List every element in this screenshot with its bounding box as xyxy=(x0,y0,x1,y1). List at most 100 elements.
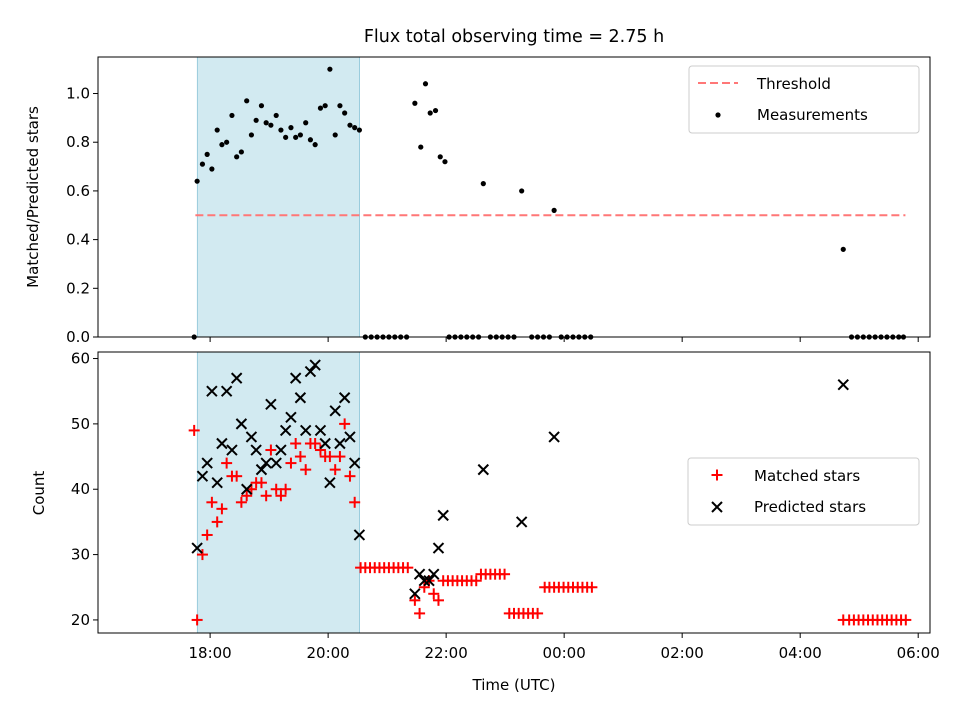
predicted-star-point xyxy=(250,444,262,456)
legend-measurements-label: Measurements xyxy=(757,106,868,124)
matched-star-point xyxy=(414,607,426,619)
matched-star-point xyxy=(206,496,218,508)
predicted-star-point xyxy=(515,516,528,528)
measurement-point xyxy=(238,149,244,155)
y-tick-label: 0.6 xyxy=(66,182,90,200)
measurement-point xyxy=(248,132,255,138)
measurement-point xyxy=(209,166,215,172)
matched-star-point xyxy=(188,424,200,436)
predicted-star-point xyxy=(329,405,341,417)
matched-star-point xyxy=(191,614,203,626)
x-tick-label: 06:00 xyxy=(897,644,940,662)
predicted-star-point xyxy=(344,431,356,443)
predicted-star-point xyxy=(418,575,431,587)
y-tick-label: 1.0 xyxy=(66,85,90,103)
x-tick-label: 18:00 xyxy=(188,644,231,662)
bottom-x-ticks: 18:00 20:00 22:00 00:00 02:00 04:00 06:00 xyxy=(188,633,940,662)
measurement-point xyxy=(442,159,448,165)
measurement-point xyxy=(253,117,259,123)
y-tick-label: 0.4 xyxy=(66,231,90,249)
predicted-star-point xyxy=(206,385,218,397)
predicted-star-point xyxy=(348,457,361,469)
predicted-star-point xyxy=(294,392,307,404)
predicted-star-point xyxy=(334,437,346,450)
matched-star-point xyxy=(349,496,361,508)
predicted-star-point xyxy=(226,444,238,456)
measurement-point xyxy=(480,181,486,187)
matched-star-point xyxy=(339,418,351,430)
matched-star-point xyxy=(409,594,421,606)
x-tick-label: 20:00 xyxy=(307,644,350,662)
matched-star-point xyxy=(201,529,213,541)
measurement-point xyxy=(432,107,439,114)
measurement-point xyxy=(303,120,309,126)
matched-star-point xyxy=(211,516,223,528)
predicted-star-point xyxy=(270,457,282,469)
measurement-point xyxy=(322,103,328,109)
legend-measurements-swatch xyxy=(715,112,721,118)
y-tick-label: 20 xyxy=(71,611,90,629)
matched-star-point xyxy=(402,562,414,574)
measurement-point xyxy=(268,122,274,128)
predicted-star-point xyxy=(245,431,258,443)
predicted-star-point xyxy=(353,529,366,541)
measurement-point xyxy=(422,81,429,87)
measurement-point xyxy=(263,120,269,126)
y-tick-label: 50 xyxy=(71,415,90,433)
matched-star-point xyxy=(532,607,544,619)
y-tick-label: 30 xyxy=(71,546,90,564)
matched-star-point xyxy=(241,490,253,502)
measurement-point xyxy=(224,139,230,145)
measurement-point xyxy=(307,137,314,143)
predicted-star-point xyxy=(220,385,233,397)
predicted-star-point xyxy=(423,575,435,587)
measurement-point xyxy=(356,127,363,133)
predicted-star-point xyxy=(548,431,560,443)
x-tick-label: 00:00 xyxy=(543,644,586,662)
top-y-axis-label: Matched/Predicted stars xyxy=(24,106,42,288)
measurement-point xyxy=(293,134,299,140)
matched-star-point xyxy=(428,588,440,600)
measurement-point xyxy=(412,100,418,106)
top-legend: Threshold Measurements xyxy=(688,65,920,134)
predicted-star-point xyxy=(309,359,321,371)
matched-star-point xyxy=(900,614,912,626)
legend-threshold-label: Threshold xyxy=(756,75,831,93)
measurement-point xyxy=(418,144,424,150)
measurement-point xyxy=(352,125,358,131)
measurement-point xyxy=(327,66,333,72)
measurement-point xyxy=(273,112,279,119)
matched-star-point xyxy=(216,503,228,515)
predicted-star-point xyxy=(255,463,268,476)
matched-star-point xyxy=(285,457,297,469)
predicted-star-point xyxy=(299,424,312,437)
bottom-legend-box xyxy=(687,457,920,526)
bottom-axes-frame xyxy=(97,351,931,634)
predicted-star-point xyxy=(201,457,213,469)
matched-star-point xyxy=(324,451,336,463)
legend-matched-label: Matched stars xyxy=(754,467,860,485)
top-y-ticks: 0.0 0.2 0.4 0.6 0.8 1.0 xyxy=(66,85,98,346)
legend-predicted-swatch xyxy=(711,501,723,513)
measurement-point xyxy=(283,134,289,140)
predicted-star-point xyxy=(432,542,445,554)
y-tick-label: 60 xyxy=(71,350,90,368)
matched-star-point xyxy=(314,444,326,456)
measurement-point xyxy=(219,142,225,148)
predicted-star-point xyxy=(314,424,327,437)
predicted-star-point xyxy=(285,411,297,424)
measurement-point xyxy=(437,154,443,160)
matched-star-point xyxy=(470,575,482,587)
x-tick-label: 02:00 xyxy=(661,644,704,662)
matched-star-point xyxy=(290,437,302,449)
measurement-point xyxy=(840,246,846,252)
predicted-star-point xyxy=(289,372,302,384)
matched-star-point xyxy=(499,568,511,580)
measurement-point xyxy=(337,103,343,109)
matched-star-point xyxy=(309,437,321,449)
chart-title: Flux total observing time = 2.75 h xyxy=(364,27,664,47)
measurement-point xyxy=(427,110,433,116)
y-tick-label: 0.2 xyxy=(66,279,90,297)
matched-star-point xyxy=(260,490,272,502)
matched-star-point xyxy=(255,477,267,489)
